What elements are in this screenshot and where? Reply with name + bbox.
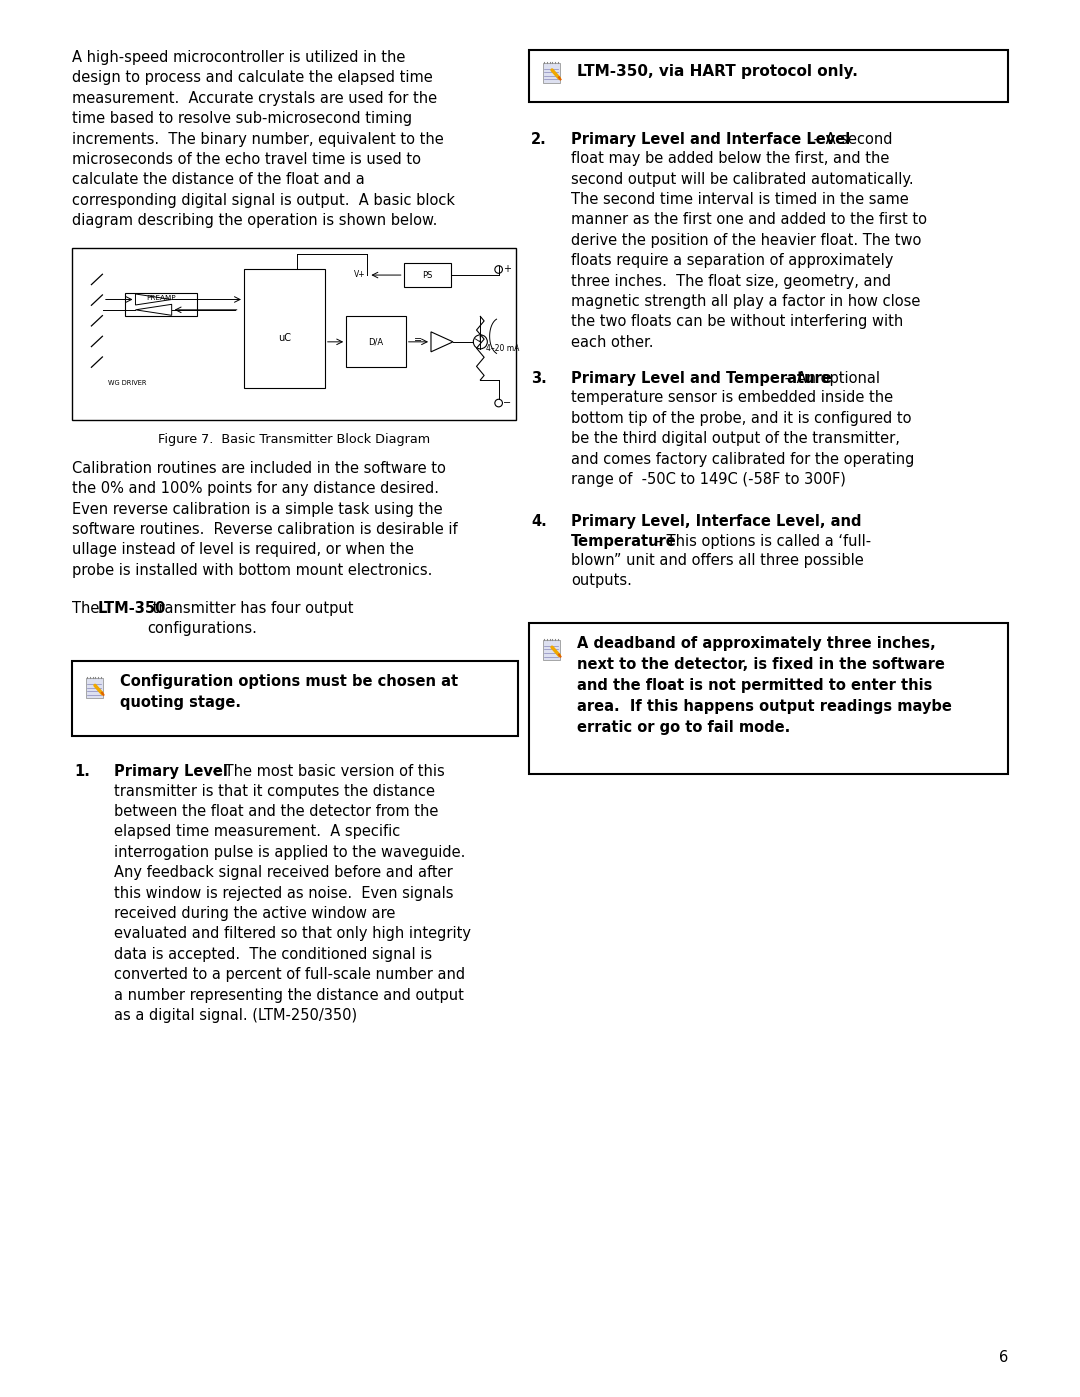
- Bar: [529, 50, 1008, 102]
- Bar: [404, 263, 450, 286]
- Text: Temperature: Temperature: [571, 534, 677, 549]
- Text: Primary Level and Temperature: Primary Level and Temperature: [571, 372, 832, 386]
- Text: WG DRIVER: WG DRIVER: [108, 380, 146, 386]
- Text: – The most basic version of this: – The most basic version of this: [207, 764, 444, 780]
- Bar: [529, 623, 1008, 774]
- Text: 4–20 mA: 4–20 mA: [486, 344, 519, 352]
- Bar: [72, 247, 516, 420]
- Text: Primary Level: Primary Level: [114, 764, 228, 780]
- Text: A high-speed microcontroller is utilized in the
design to process and calculate : A high-speed microcontroller is utilized…: [72, 50, 455, 228]
- Text: Calibration routines are included in the software to
the 0% and 100% points for : Calibration routines are included in the…: [72, 461, 458, 578]
- Text: A deadband of approximately three inches,
next to the detector, is fixed in the : A deadband of approximately three inches…: [577, 636, 951, 735]
- Text: =: =: [415, 335, 422, 345]
- Text: temperature sensor is embedded inside the
bottom tip of the probe, and it is con: temperature sensor is embedded inside th…: [571, 390, 915, 488]
- Text: Primary Level and Interface Level: Primary Level and Interface Level: [571, 131, 850, 147]
- Text: +: +: [503, 264, 511, 274]
- Text: 3.: 3.: [531, 372, 546, 386]
- Text: Figure 7.  Basic Transmitter Block Diagram: Figure 7. Basic Transmitter Block Diagra…: [158, 433, 430, 446]
- Text: PREAMP: PREAMP: [146, 295, 176, 302]
- Text: D/A: D/A: [368, 337, 383, 346]
- Bar: [542, 640, 559, 661]
- Text: – An optional: – An optional: [780, 372, 880, 386]
- Text: 2.: 2.: [531, 131, 546, 147]
- Text: LTM-350, via HART protocol only.: LTM-350, via HART protocol only.: [577, 64, 858, 80]
- Text: 1.: 1.: [75, 764, 90, 780]
- Text: Primary Level, Interface Level, and: Primary Level, Interface Level, and: [571, 514, 862, 529]
- Text: blown” unit and offers all three possible
outputs.: blown” unit and offers all three possibl…: [571, 553, 864, 588]
- Bar: [346, 316, 406, 367]
- Text: PS: PS: [422, 271, 432, 279]
- Bar: [124, 293, 197, 316]
- Bar: [85, 679, 103, 698]
- Text: float may be added below the first, and the
second output will be calibrated aut: float may be added below the first, and …: [571, 151, 927, 349]
- Bar: [542, 63, 559, 82]
- Text: The: The: [72, 601, 104, 616]
- Bar: [72, 661, 518, 736]
- Bar: [244, 268, 325, 388]
- Text: uC: uC: [278, 332, 291, 342]
- Text: transmitter has four output
configurations.: transmitter has four output configuratio…: [148, 601, 353, 637]
- Text: −: −: [503, 398, 511, 408]
- Text: Configuration options must be chosen at
quoting stage.: Configuration options must be chosen at …: [120, 675, 458, 711]
- Text: LTM-350: LTM-350: [97, 601, 165, 616]
- Text: – This options is called a ‘full-: – This options is called a ‘full-: [650, 534, 872, 549]
- Text: – A second: – A second: [809, 131, 892, 147]
- Text: 6: 6: [999, 1350, 1008, 1365]
- Text: transmitter is that it computes the distance
between the float and the detector : transmitter is that it computes the dist…: [114, 784, 471, 1023]
- Text: 4.: 4.: [531, 514, 546, 529]
- Text: V+: V+: [354, 270, 365, 278]
